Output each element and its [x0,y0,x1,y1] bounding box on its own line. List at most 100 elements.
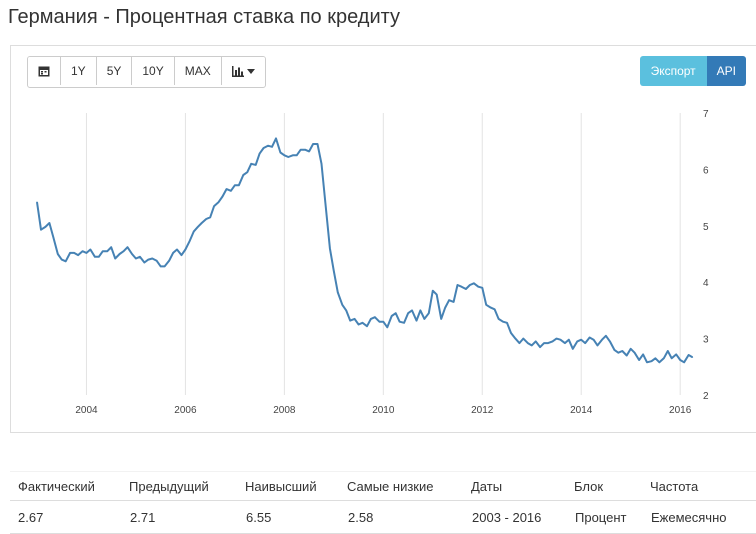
data-point [201,222,203,224]
data-point [271,146,273,148]
data-point [106,250,108,252]
data-point [460,286,463,288]
stats-table: Фактический Предыдущий Наивысший Самые н… [10,471,756,534]
data-point [345,309,347,311]
col-actual-header: Фактический [10,471,129,501]
data-point [559,339,562,341]
range-10y-button[interactable]: 10Y [132,57,175,85]
data-point [391,315,393,317]
data-point [98,256,100,258]
data-point [267,145,269,147]
data-point [238,184,240,186]
bar-chart-icon [231,65,244,77]
data-point [609,340,611,342]
data-point [589,336,591,339]
line-chart: 2004 2006 2008 2010 2012 2014 2016 2 3 4 5 6 7 [36,109,709,416]
x-tick-label: 2004 [75,405,98,416]
data-point [456,284,459,286]
data-point [601,339,603,341]
x-tick-label: 2006 [174,405,197,416]
data-point [453,301,455,303]
x-tick-label: 2008 [273,405,296,416]
data-point [337,291,339,293]
data-point [502,321,504,323]
data-point [679,359,681,361]
data-point [36,201,38,203]
data-point [481,287,483,289]
data-point [52,236,54,238]
data-point [329,247,331,249]
data-point [527,342,529,344]
data-point [494,308,496,310]
data-point [564,342,566,344]
data-point [518,342,520,344]
frequency-value: Ежемесячно [650,500,756,534]
data-point [535,340,537,342]
data-point [333,270,335,272]
range-max-button[interactable]: MAX [174,57,222,85]
data-point [65,260,67,262]
data-point [89,248,91,251]
data-point [658,361,661,363]
data-point [61,259,63,261]
data-point [671,357,673,359]
data-point [444,307,446,309]
data-point [399,321,401,323]
data-point [143,261,145,264]
data-point [316,143,319,145]
data-point [626,354,628,357]
data-point [176,248,178,251]
data-point [370,318,372,320]
calendar-button[interactable] [28,57,61,85]
data-point [691,356,694,358]
data-point [320,163,323,165]
chart-type-dropdown[interactable] [221,57,265,85]
x-tick-label: 2016 [669,405,692,416]
data-point [617,352,619,354]
range-1y-button[interactable]: 1Y [61,57,97,85]
api-button[interactable]: API [706,56,746,86]
data-point [374,316,376,318]
data-point [160,265,162,267]
data-point [300,149,302,151]
data-point [180,254,183,256]
data-point [156,260,158,262]
unit-value: Процент [574,500,650,534]
data-point [436,294,438,296]
data-point [287,156,289,158]
data-point [477,286,479,288]
data-point [246,171,248,173]
data-point [296,154,298,156]
data-point [378,321,380,323]
data-point [81,250,84,252]
data-point [304,149,306,151]
data-point [411,309,413,311]
y-tick-label: 3 [703,335,709,346]
data-point [432,290,434,292]
data-point [135,257,137,260]
data-point [77,254,79,256]
data-point [354,318,356,320]
data-point [188,241,190,243]
data-point [593,339,595,341]
data-point [292,154,294,156]
data-point [349,320,351,322]
data-point [506,322,508,324]
data-point [621,350,623,352]
data-point [630,348,632,350]
y-tick-label: 5 [703,222,709,233]
data-point [361,322,364,324]
data-point [654,357,657,359]
data-point [596,344,599,346]
range-5y-button[interactable]: 5Y [96,57,133,85]
x-tick-label: 2010 [372,405,395,416]
data-point [57,253,59,255]
export-button[interactable]: Экспорт [639,56,707,86]
data-point [675,353,677,355]
data-point [613,349,616,351]
data-point [114,257,116,260]
data-point [312,143,314,145]
data-point [531,344,533,346]
data-point [605,335,607,337]
data-point [263,147,265,149]
